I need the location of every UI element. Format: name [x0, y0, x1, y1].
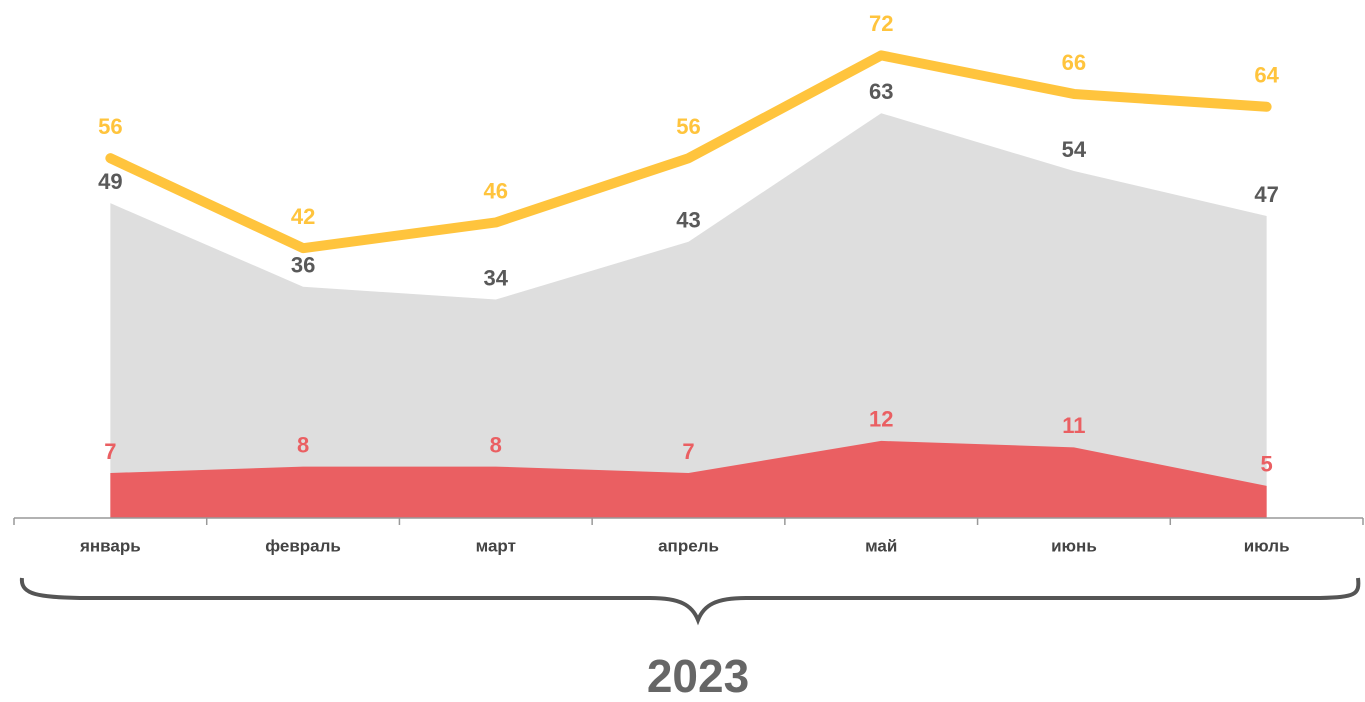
- data-label: 8: [490, 432, 502, 457]
- data-label: 7: [682, 439, 694, 464]
- x-tick-label: июнь: [1051, 536, 1097, 555]
- data-label: 56: [98, 114, 122, 139]
- area: [110, 113, 1267, 518]
- data-label: 64: [1254, 63, 1279, 88]
- data-label: 5: [1261, 452, 1273, 477]
- data-label: 47: [1254, 182, 1278, 207]
- x-tick-label: июль: [1244, 536, 1290, 555]
- line: [105, 50, 1272, 254]
- brace: [19, 577, 1361, 626]
- x-tick-label: февраль: [265, 536, 341, 555]
- data-label: 43: [676, 208, 700, 233]
- data-label: 36: [291, 253, 315, 278]
- x-tick-label: май: [865, 536, 897, 555]
- data-label: 7: [104, 439, 116, 464]
- data-label: 42: [291, 204, 315, 229]
- data-label: 72: [869, 11, 893, 36]
- x-tick-label: март: [476, 536, 516, 555]
- area: [110, 440, 1267, 518]
- data-label: 8: [297, 432, 309, 457]
- data-label: 54: [1062, 137, 1087, 162]
- data-label: 46: [484, 178, 508, 203]
- data-label: 56: [676, 114, 700, 139]
- year-label: 2023: [647, 650, 749, 702]
- data-label: 12: [869, 407, 893, 432]
- x-tick-label: январь: [79, 536, 141, 555]
- data-label: 49: [98, 169, 122, 194]
- data-label: 63: [869, 79, 893, 104]
- data-label: 66: [1062, 50, 1086, 75]
- x-tick-label: апрель: [658, 536, 719, 555]
- data-label: 11: [1062, 413, 1085, 438]
- data-label: 34: [484, 265, 509, 290]
